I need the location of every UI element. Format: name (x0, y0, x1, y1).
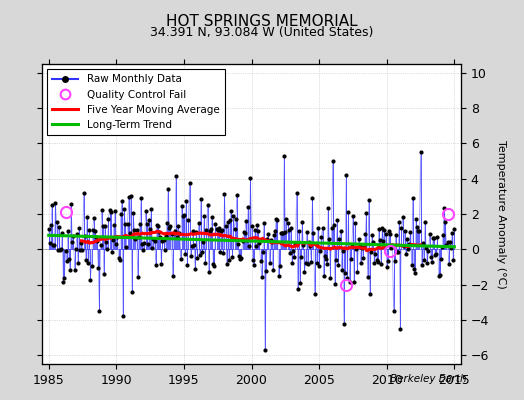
Legend: Raw Monthly Data, Quality Control Fail, Five Year Moving Average, Long-Term Tren: Raw Monthly Data, Quality Control Fail, … (47, 69, 225, 135)
Text: HOT SPRINGS MEMORIAL: HOT SPRINGS MEMORIAL (166, 14, 358, 29)
Y-axis label: Temperature Anomaly (°C): Temperature Anomaly (°C) (496, 140, 506, 288)
Text: 34.391 N, 93.084 W (United States): 34.391 N, 93.084 W (United States) (150, 26, 374, 39)
Text: Berkeley Earth: Berkeley Earth (390, 374, 466, 384)
